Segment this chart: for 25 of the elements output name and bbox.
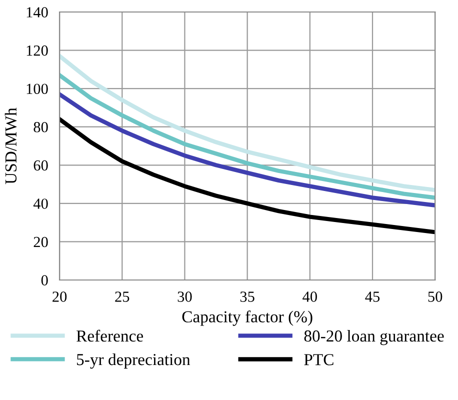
y-tick-label: 100 (26, 84, 48, 94)
y-tick-label: 0 (41, 275, 48, 286)
line-series (60, 54, 436, 192)
line-series (60, 117, 436, 234)
y-tick-label: 60 (34, 160, 48, 171)
y-tick-label: 20 (34, 236, 48, 248)
legend-label: 5-yr depreciation (77, 353, 190, 369)
y-tick-label: 80 (34, 122, 48, 132)
x-axis-title: Capacity factor (%) (182, 310, 312, 326)
y-axis-title: USD/MWh (4, 108, 17, 184)
line-series (60, 92, 436, 208)
x-tick-label: 50 (428, 292, 442, 302)
x-tick-label: 40 (302, 292, 317, 302)
legend-label: PTC (304, 354, 334, 366)
y-tick-label: 120 (26, 45, 48, 56)
legend-label: 80-20 loan guarantee (304, 330, 444, 346)
line-series (60, 73, 436, 200)
y-tick-label: 40 (33, 198, 48, 209)
y-tick-label: 140 (26, 7, 48, 18)
x-tick-label: 25 (115, 292, 130, 302)
x-tick-label: 35 (240, 292, 254, 302)
x-tick-label: 20 (52, 292, 67, 302)
x-tick-label: 30 (178, 292, 192, 302)
legend-label: Reference (76, 330, 144, 342)
x-tick-label: 45 (365, 292, 380, 302)
